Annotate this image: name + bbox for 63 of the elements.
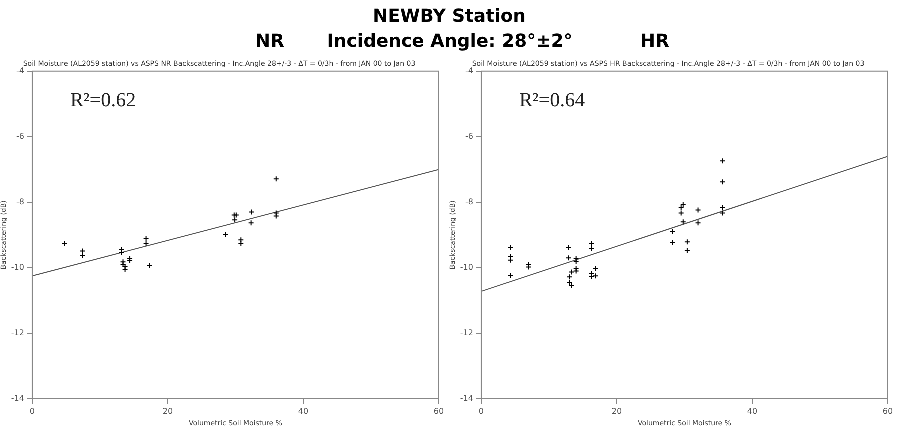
annotation: R²=0.64: [519, 90, 586, 112]
y-tick-label: -4: [16, 66, 24, 76]
y-tick-label: -14: [11, 394, 24, 404]
point: [232, 217, 238, 224]
point: [508, 272, 514, 279]
point: [568, 282, 575, 289]
y-tick-label: -4: [465, 66, 474, 76]
x-tick-label: 0: [478, 406, 484, 416]
point: [508, 244, 514, 251]
x-tick-label: 60: [434, 406, 444, 416]
point: [566, 255, 572, 262]
text: NR: [256, 31, 284, 52]
point: [573, 258, 580, 265]
y-tick-label: -10: [11, 263, 24, 272]
point: [680, 219, 686, 226]
text: Incidence Angle: 28°±2°: [327, 31, 573, 52]
point: [508, 254, 514, 260]
point: [588, 240, 595, 247]
point: [508, 257, 514, 264]
annotation: R²=0.62: [70, 90, 136, 112]
point: [720, 204, 726, 211]
point: [720, 179, 726, 186]
x-tick-label: 60: [882, 406, 894, 416]
x-tick-label: 20: [612, 406, 622, 416]
point: [566, 244, 572, 251]
point: [592, 273, 599, 280]
point: [80, 248, 86, 254]
text: HR: [640, 31, 670, 52]
point: [592, 266, 599, 272]
point: [695, 207, 702, 214]
point: [248, 220, 254, 226]
point: [233, 212, 240, 218]
y-tick-label: -10: [460, 263, 474, 272]
point: [273, 213, 280, 220]
text: NEWBY Station: [372, 6, 527, 27]
y-tick-label: -8: [465, 198, 474, 207]
point: [720, 158, 726, 164]
point: [678, 210, 684, 216]
point: [238, 237, 244, 244]
y-tick-label: -14: [460, 394, 474, 404]
x-tick-label: 0: [30, 406, 36, 416]
x-tick-label: 40: [298, 406, 309, 416]
point: [695, 220, 702, 226]
y-tick-label: -12: [11, 328, 24, 338]
point: [273, 210, 280, 216]
point: [566, 274, 573, 280]
point: [568, 269, 575, 276]
y-tick-label: -6: [16, 132, 24, 141]
point: [273, 176, 280, 182]
y-tick-label: -12: [460, 328, 474, 338]
point: [670, 240, 676, 246]
point: [720, 210, 726, 216]
y-tick-label: -6: [465, 132, 474, 141]
x-tick-label: 40: [747, 406, 758, 416]
point: [573, 256, 580, 262]
x-tick-label: 20: [162, 406, 174, 416]
point: [670, 228, 676, 235]
point: [684, 239, 690, 246]
point: [684, 248, 690, 254]
y-tick-label: -8: [16, 198, 24, 207]
point: [231, 212, 238, 218]
point: [680, 202, 686, 208]
point: [143, 240, 150, 247]
